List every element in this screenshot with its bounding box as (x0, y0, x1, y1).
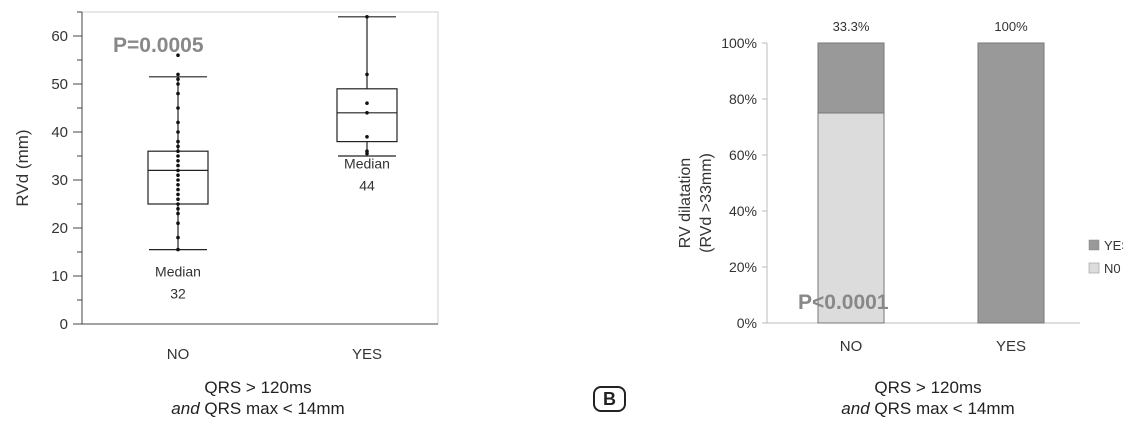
boxes-a: Median 32 Median 44 (147, 14, 398, 302)
data-point (176, 187, 180, 192)
legend-label-yes: YES (1104, 238, 1123, 253)
data-point (176, 192, 180, 197)
data-point (176, 91, 180, 96)
y-tick-label-b: 40% (729, 203, 757, 219)
y-ticks-a: 0 10 20 30 40 50 60 (51, 11, 82, 333)
data-point (176, 173, 180, 177)
y-tick-label-a: 20 (51, 220, 68, 237)
box-iqr (336, 88, 398, 143)
bars-b: 33.3% 100% (817, 19, 1045, 324)
data-point (176, 82, 180, 86)
data-point (176, 178, 180, 182)
legend-swatch-yes (1088, 239, 1100, 251)
y-tick-label-a: 40 (51, 124, 68, 141)
box-no: Median 32 (147, 53, 209, 302)
y-tick-label-a: 0 (60, 316, 68, 333)
data-point (176, 221, 180, 225)
y-tick-label-a: 10 (51, 268, 68, 285)
data-point (176, 154, 180, 158)
data-point (365, 135, 369, 139)
data-point (365, 101, 369, 105)
panel-b-stacked-bar: 0% 20% 40% 60% 80% 100% RV dilatation (RVd >3… (677, 19, 1123, 418)
data-point (176, 139, 180, 144)
x-tick-label-yes-b: YES (996, 338, 1026, 355)
data-point (176, 247, 180, 252)
y-axis-label-line2-b: (RVd >33mm) (698, 153, 715, 253)
data-point (176, 106, 180, 110)
bar-segment-yes-no (817, 42, 885, 114)
data-point (176, 197, 180, 201)
data-point (176, 130, 180, 134)
bar-segment-yes-yes (977, 42, 1045, 324)
data-point (365, 111, 369, 115)
data-point (176, 53, 180, 57)
bar-top-label: 100% (994, 19, 1028, 34)
data-point (176, 72, 180, 77)
x-tick-label-yes-a: YES (352, 346, 382, 363)
median-label: Median (155, 264, 201, 280)
legend-label-n0: N0 (1104, 261, 1121, 276)
data-point (176, 149, 180, 153)
y-tick-label-a: 30 (51, 172, 68, 189)
x-axis-label-line1-b: QRS > 120ms (874, 378, 981, 397)
box-yes: Median 44 (336, 14, 398, 194)
data-point (176, 120, 180, 125)
y-tick-label-b: 20% (729, 259, 757, 275)
data-point (176, 144, 180, 149)
data-point (176, 207, 180, 211)
bar-top-label: 33.3% (833, 19, 870, 34)
y-tick-label-a: 60 (51, 28, 68, 45)
bar-segment-n0-no (817, 112, 885, 324)
p-value-annotation-a: P=0.0005 (113, 34, 204, 57)
data-point (176, 211, 180, 216)
median-label: Median (344, 156, 390, 172)
data-point (176, 163, 180, 168)
x-axis-label-line2-a: and QRS max < 14mm (171, 399, 344, 418)
data-point (176, 77, 180, 81)
median-value-label: 32 (170, 286, 186, 302)
x-axis-label-line2-b: and QRS max < 14mm (841, 399, 1014, 418)
y-tick-label-b: 60% (729, 147, 757, 163)
data-point (176, 159, 180, 163)
data-point (365, 14, 369, 19)
y-tick-label-b: 0% (737, 315, 757, 331)
y-tick-label-b: 80% (729, 91, 757, 107)
p-value-annotation-b: P<0.0001 (798, 291, 889, 314)
data-point (176, 235, 180, 240)
data-point (365, 151, 369, 156)
y-ticks-b: 0% 20% 40% 60% 80% 100% (721, 35, 767, 331)
y-tick-label-a: 50 (51, 76, 68, 93)
data-point (365, 72, 369, 77)
x-tick-label-no-a: NO (167, 346, 190, 363)
data-point (176, 183, 180, 187)
legend-swatch-n0 (1088, 262, 1100, 274)
data-point (176, 202, 180, 206)
y-tick-label-b: 100% (721, 35, 757, 51)
x-tick-label-no-b: NO (840, 338, 863, 355)
legend-b: YES N0 (1088, 238, 1123, 276)
median-value-label: 44 (359, 178, 375, 194)
x-axis-label-line1-a: QRS > 120ms (204, 378, 311, 397)
panel-label-badge: B (593, 386, 626, 412)
data-point (176, 168, 180, 173)
y-axis-label-a: RVd (mm) (13, 129, 32, 206)
y-axis-label-line1-b: RV dilatation (677, 158, 694, 248)
